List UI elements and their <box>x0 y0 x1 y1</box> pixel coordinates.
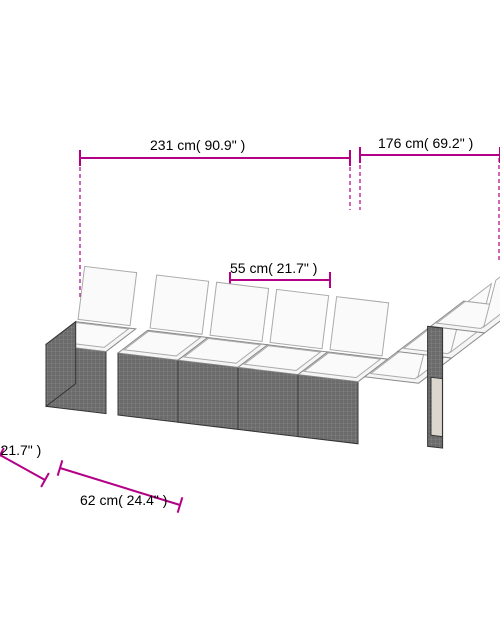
back-cushion <box>270 289 329 348</box>
sofa-front <box>238 367 298 436</box>
back-cushion <box>210 282 269 341</box>
back-cushion <box>330 297 389 356</box>
sofa-front <box>298 375 358 444</box>
sofa-front <box>178 360 238 429</box>
furniture-illustration <box>0 0 500 641</box>
detached-back-cushion <box>78 266 137 325</box>
arm-wood-panel <box>431 377 442 436</box>
back-cushion <box>150 275 209 334</box>
sofa-front <box>118 353 178 422</box>
diagram-canvas: 231 cm( 90.9" )176 cm( 69.2" )55 cm( 21.… <box>0 0 500 641</box>
